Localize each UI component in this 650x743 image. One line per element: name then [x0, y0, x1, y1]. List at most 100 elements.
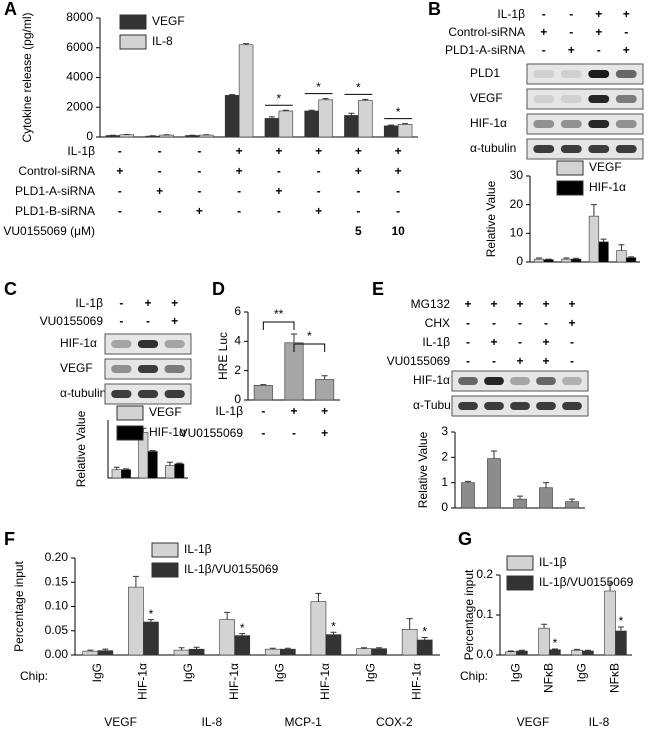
condition-mark: +: [542, 297, 549, 311]
error-bar: [193, 646, 200, 650]
y-axis-label: Percentage input: [462, 569, 476, 660]
condition-mark: 5: [355, 224, 362, 238]
bar: [505, 651, 517, 656]
y-tick-label: 6000: [66, 40, 93, 54]
condition-mark: -: [261, 404, 265, 418]
condition-label: PLD1-B-siRNA: [15, 204, 95, 218]
error-bar: [239, 633, 246, 636]
bar: [383, 125, 399, 138]
blot-label: α-tubulin: [60, 386, 106, 400]
condition-mark: +: [156, 184, 163, 198]
error-bar: [229, 94, 236, 96]
y-tick-label: 1: [441, 475, 448, 489]
condition-mark: -: [570, 335, 574, 349]
panel-letter: F: [4, 529, 15, 549]
condition-mark: -: [518, 335, 522, 349]
x-tick-label: IgG: [364, 663, 378, 682]
condition-mark: +: [315, 144, 322, 158]
condition-mark: -: [118, 184, 122, 198]
bar: [325, 634, 342, 656]
bar: [625, 257, 637, 263]
bar: [565, 501, 579, 509]
condition-mark: -: [158, 144, 162, 158]
condition-mark: -: [261, 426, 265, 440]
error-bar: [551, 648, 558, 650]
error-bar: [321, 375, 328, 380]
condition-label: IL-1β: [67, 144, 95, 158]
blot-label: α-Tubulin: [413, 398, 463, 412]
y-tick-label: 0: [234, 392, 241, 406]
group-label: IL-8: [202, 715, 223, 729]
significance-star: **: [274, 307, 284, 321]
panel-letter: D: [212, 279, 225, 299]
condition-mark: -: [569, 7, 573, 21]
condition-mark: -: [317, 184, 321, 198]
condition-mark: +: [623, 7, 630, 21]
y-tick-label: 2: [234, 363, 241, 377]
condition-mark: -: [466, 335, 470, 349]
blot-band: [562, 377, 582, 385]
error-bar: [361, 647, 368, 649]
condition-mark: +: [321, 404, 328, 418]
condition-mark: +: [196, 204, 203, 218]
bar: [588, 215, 600, 263]
y-axis-label: Cytokine release (pg/ml): [20, 12, 34, 142]
legend-swatch: [119, 14, 147, 30]
legend-label: IL-1β/VU0155069: [184, 562, 279, 576]
group-label: VEGF: [104, 715, 137, 729]
blot: [526, 88, 644, 110]
panel-letter: C: [4, 279, 17, 299]
condition-mark: +: [236, 144, 243, 158]
y-tick-label: 0.0: [476, 647, 493, 661]
blot-label: VEGF: [60, 361, 93, 375]
bar: [533, 258, 545, 263]
bar: [304, 110, 319, 138]
bar: [358, 100, 373, 138]
condition-mark: +: [236, 164, 243, 178]
error-bar: [465, 480, 471, 483]
condition-mark: 10: [391, 224, 405, 238]
blot-label: PLD1: [470, 66, 500, 80]
bar: [318, 99, 333, 138]
y-tick-label: 30: [510, 168, 524, 182]
y-tick-label: 0: [516, 254, 523, 268]
chip-label: Chip:: [460, 669, 488, 683]
condition-mark: -: [396, 184, 400, 198]
panel-letter: B: [428, 0, 441, 19]
blot-band: [164, 340, 185, 348]
condition-mark: -: [542, 7, 546, 21]
significance-bracket: [262, 321, 295, 330]
blot-band: [137, 365, 159, 373]
y-tick-label: 4000: [66, 70, 93, 84]
significance-star: *: [240, 621, 245, 635]
y-axis-label: Percentage input: [12, 560, 26, 651]
y-tick-label: 0: [86, 129, 93, 143]
y-tick-label: 8000: [66, 10, 93, 24]
blot-band: [560, 95, 582, 103]
blot-band: [484, 377, 504, 385]
blot-band: [615, 95, 637, 103]
condition-mark: +: [144, 296, 151, 310]
bar: [264, 648, 281, 656]
error-bar: [607, 582, 614, 591]
condition-mark: -: [277, 204, 281, 218]
error-bar: [348, 112, 355, 116]
condition-mark: +: [275, 184, 282, 198]
condition-mark: +: [395, 164, 402, 178]
blot-band: [533, 95, 555, 103]
condition-mark: +: [321, 426, 328, 440]
blot-band: [588, 95, 610, 103]
group-label: IL-8: [589, 715, 610, 729]
blot-band: [164, 390, 185, 398]
significance-star: *: [307, 329, 312, 343]
legend-swatch: [151, 542, 179, 558]
error-bar: [260, 384, 267, 386]
error-bar: [362, 98, 369, 101]
error-bar: [113, 466, 120, 470]
y-tick-label: 0.10: [45, 599, 69, 613]
y-axis-label: Relative Value: [416, 431, 430, 508]
blot-band: [615, 70, 637, 78]
condition-mark: +: [116, 164, 123, 178]
legend-label: VEGF: [589, 160, 622, 174]
bar: [513, 498, 527, 509]
